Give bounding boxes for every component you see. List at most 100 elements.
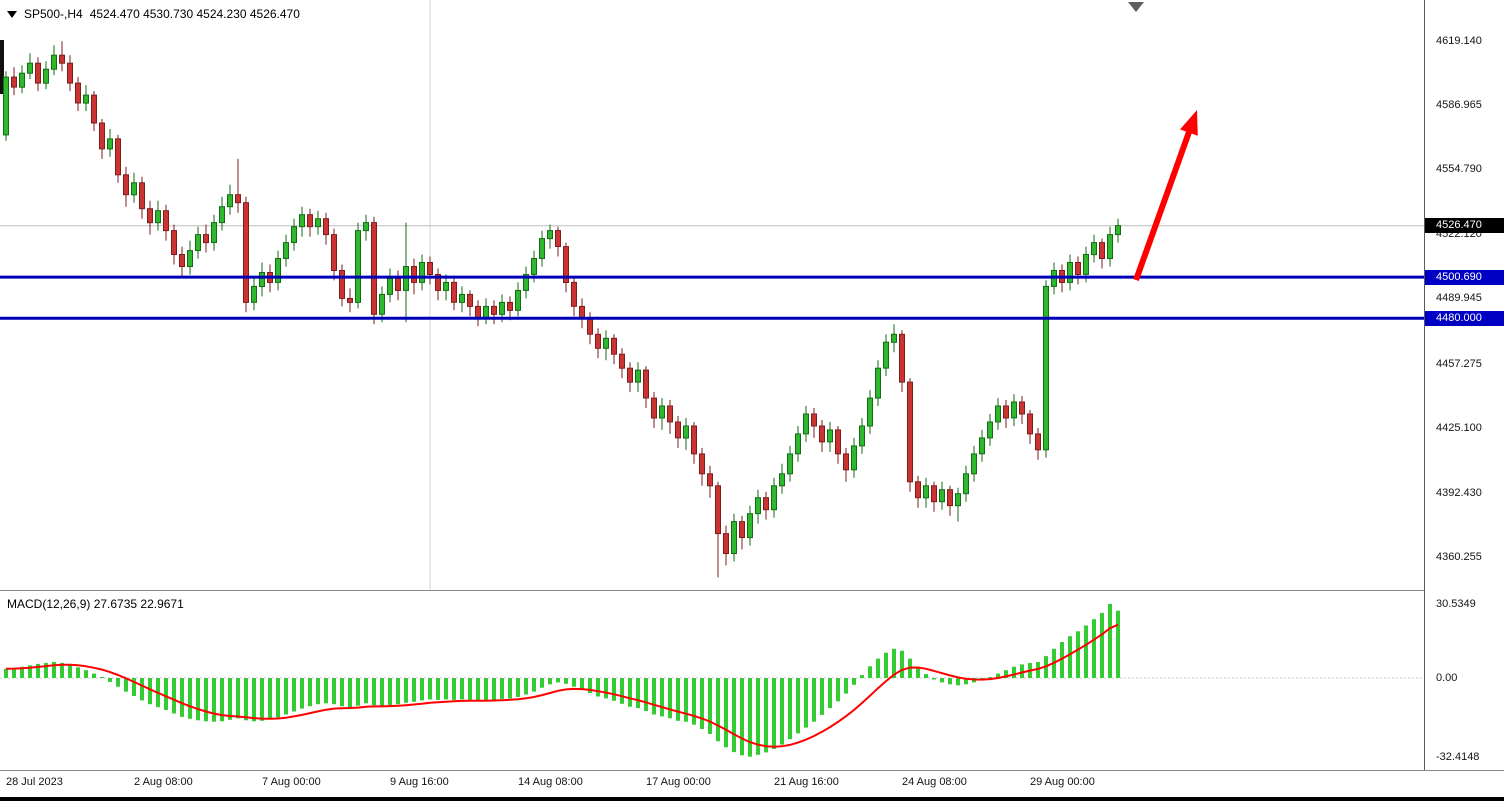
price-tick-label: 4457.275 — [1436, 358, 1482, 370]
trend-arrow-head[interactable] — [1180, 110, 1198, 136]
candle-body — [763, 497, 769, 511]
time-tick-label: 14 Aug 08:00 — [518, 776, 583, 788]
candle-body — [195, 234, 201, 252]
candle-body — [1107, 234, 1113, 260]
candle-body — [187, 250, 193, 268]
candle-body — [747, 513, 753, 539]
price-scale-divider — [1424, 0, 1425, 770]
candle-body — [91, 94, 97, 124]
candle-body — [595, 333, 601, 349]
candle-body — [627, 367, 633, 383]
macd-histogram-bar — [508, 678, 512, 699]
macd-histogram-bar — [316, 678, 320, 705]
macd-histogram-bar — [580, 678, 584, 690]
macd-histogram-bar — [76, 667, 80, 678]
price-panel[interactable]: SP500-,H4 4524.470 4530.730 4524.230 452… — [0, 0, 1424, 590]
macd-histogram-bar — [988, 677, 992, 678]
time-tick-label: 9 Aug 16:00 — [390, 776, 449, 788]
macd-histogram-bar — [164, 678, 168, 711]
candle-body — [1075, 262, 1081, 275]
macd-tick-label: 30.5349 — [1436, 598, 1476, 610]
candle-body — [251, 285, 257, 303]
macd-histogram-bar — [708, 678, 712, 734]
macd-histogram-bar — [764, 678, 768, 753]
candle-body — [899, 333, 905, 383]
time-tick-label: 29 Aug 00:00 — [1030, 776, 1095, 788]
candle-body — [1099, 242, 1105, 260]
macd-histogram-bar — [788, 678, 792, 740]
macd-histogram-bar — [460, 678, 464, 700]
macd-histogram-bar — [1012, 666, 1016, 678]
candle-body — [363, 222, 369, 232]
candle-body — [987, 421, 993, 439]
current-price-tag: 4526.470 — [1425, 218, 1504, 233]
candle-body — [611, 337, 617, 355]
candle-body — [755, 497, 761, 515]
candle-body — [139, 182, 145, 210]
candle-body — [539, 238, 545, 260]
candle-body — [931, 485, 937, 503]
price-chart-svg[interactable] — [0, 0, 1424, 590]
macd-histogram-bar — [4, 668, 8, 678]
macd-histogram-bar — [324, 678, 328, 704]
chart-shift-icon[interactable] — [1128, 2, 1144, 12]
candle-body — [131, 182, 137, 196]
macd-histogram-bar — [996, 673, 1000, 678]
panel-divider-top[interactable] — [0, 590, 1504, 591]
candle-body — [707, 473, 713, 487]
level-price-tag: 4480.000 — [1425, 311, 1504, 326]
candle-body — [163, 210, 169, 232]
macd-panel[interactable]: MACD(12,26,9) 27.6735 22.9671 — [0, 591, 1424, 770]
candle-body — [699, 453, 705, 475]
candle-body — [499, 301, 505, 315]
macd-histogram-bar — [620, 678, 624, 704]
candle-body — [875, 367, 881, 399]
candle-body — [435, 274, 441, 291]
macd-histogram-bar — [636, 678, 640, 709]
candle-body — [275, 258, 281, 283]
time-tick-label: 7 Aug 00:00 — [262, 776, 321, 788]
macd-histogram-bar — [284, 678, 288, 715]
trend-arrow-shaft[interactable] — [1133, 127, 1194, 282]
macd-histogram-bar — [724, 678, 728, 748]
macd-histogram-bar — [396, 678, 400, 705]
macd-histogram-bar — [700, 678, 704, 729]
candle-body — [635, 369, 641, 383]
candle-body — [59, 54, 65, 64]
macd-histogram-bar — [892, 648, 896, 678]
macd-histogram-bar — [388, 678, 392, 706]
candle-body — [51, 54, 57, 70]
macd-histogram-bar — [28, 665, 32, 678]
macd-histogram-bar — [116, 678, 120, 687]
candle-body — [147, 208, 153, 224]
macd-histogram-bar — [100, 677, 104, 678]
macd-histogram-bar — [692, 678, 696, 725]
time-tick-label: 2 Aug 08:00 — [134, 776, 193, 788]
candle-body — [995, 405, 1001, 423]
panel-divider-bottom — [0, 770, 1504, 771]
macd-chart-svg[interactable] — [0, 591, 1424, 770]
macd-histogram-bar — [212, 678, 216, 722]
candle-body — [955, 493, 961, 507]
price-scale[interactable]: 4619.140 4586.965 4554.790 4522.120 4489.945… — [1425, 0, 1504, 770]
symbol-dropdown-icon[interactable] — [7, 10, 17, 18]
candle-body — [947, 489, 953, 507]
candle-body — [243, 202, 249, 303]
time-scale[interactable]: 28 Jul 2023 2 Aug 08:00 7 Aug 00:00 9 Aug 1… — [0, 771, 1504, 797]
candle-body — [1019, 401, 1025, 415]
candle-body — [35, 62, 41, 84]
macd-histogram-bar — [812, 678, 816, 722]
macd-histogram-bar — [1076, 631, 1080, 678]
macd-histogram-bar — [964, 678, 968, 685]
candle-body — [27, 62, 33, 74]
candle-body — [19, 72, 25, 88]
candle-body — [171, 230, 177, 256]
candle-body — [923, 485, 929, 499]
macd-histogram-bar — [548, 678, 552, 685]
candle-body — [971, 453, 977, 475]
candle-body — [1091, 242, 1097, 256]
candle-body — [563, 246, 569, 284]
candle-body — [979, 437, 985, 455]
macd-histogram-bar — [452, 678, 456, 700]
